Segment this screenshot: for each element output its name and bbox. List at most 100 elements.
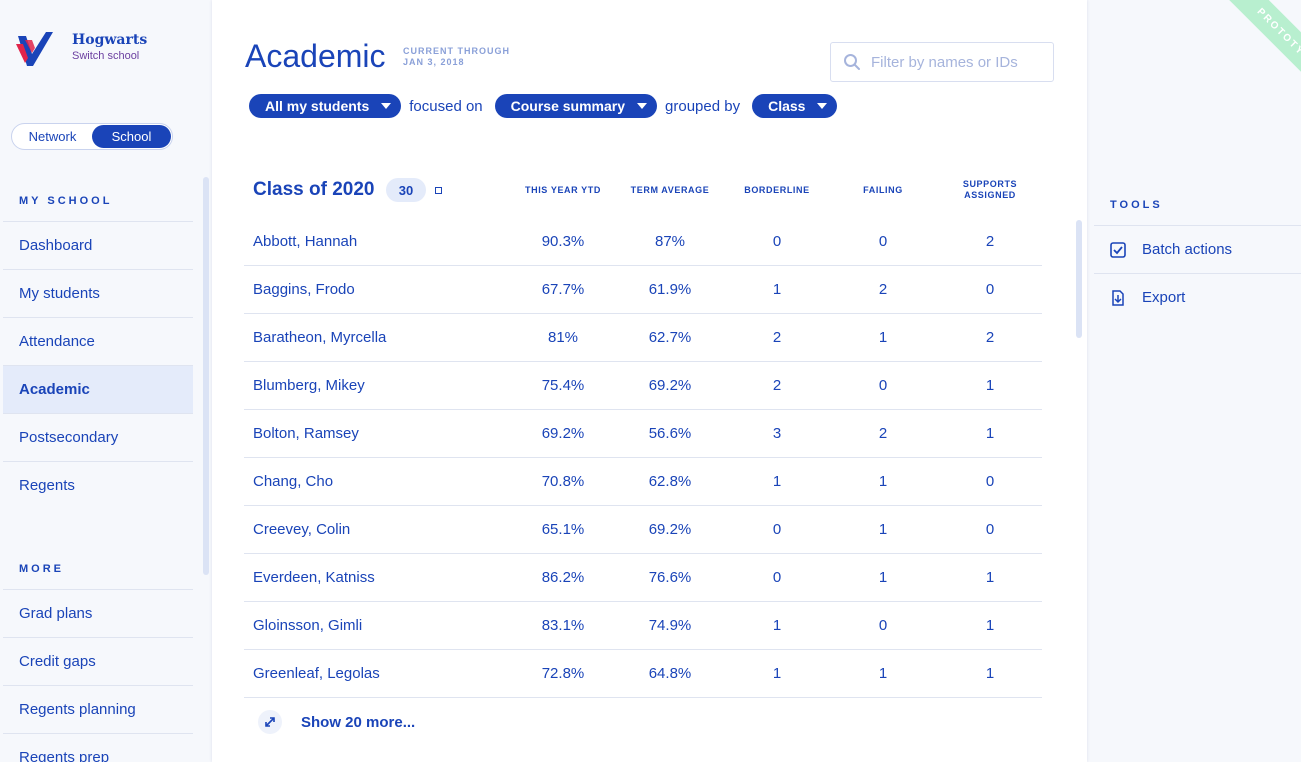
table-row[interactable]: Bolton, Ramsey 69.2% 56.6% 3 2 1 xyxy=(244,410,1042,458)
sidebar-item-attendance[interactable]: Attendance xyxy=(3,317,193,365)
table-row[interactable]: Baratheon, Myrcella 81% 62.7% 2 1 2 xyxy=(244,314,1042,362)
show-more-label: Show 20 more... xyxy=(301,713,416,731)
sidebar-item-grad-plans[interactable]: Grad plans xyxy=(3,589,193,637)
focused-on-text: focused on xyxy=(409,97,483,115)
cell-term: 69.2% xyxy=(648,521,692,538)
cell-borderline: 0 xyxy=(772,569,782,586)
cell-ytd: 83.1% xyxy=(541,617,585,634)
student-name-link[interactable]: Creevey, Colin xyxy=(253,521,351,538)
cell-term: 56.6% xyxy=(648,425,692,442)
my-school-section-label: MY SCHOOL xyxy=(19,195,113,207)
students-filter-label: All my students xyxy=(265,98,370,114)
export-icon xyxy=(1112,289,1124,306)
network-school-toggle: Network School xyxy=(11,123,173,150)
student-name-link[interactable]: Baratheon, Myrcella xyxy=(253,329,387,346)
batch-actions-button[interactable]: Batch actions xyxy=(1094,225,1301,273)
student-name-link[interactable]: Everdeen, Katniss xyxy=(253,569,375,586)
batch-actions-label: Batch actions xyxy=(1142,241,1233,258)
student-name-link[interactable]: Gloinsson, Gimli xyxy=(253,617,363,634)
caret-down-icon xyxy=(817,103,828,109)
sidebar-scrollbar[interactable] xyxy=(203,177,209,575)
cell-ytd: 70.8% xyxy=(541,473,585,490)
col-term-average[interactable]: TERM AVERAGE xyxy=(630,185,710,195)
cell-ytd: 69.2% xyxy=(541,425,585,442)
tools-panel: Batch actions Export xyxy=(1094,225,1301,321)
col-borderline[interactable]: BORDERLINE xyxy=(744,185,810,195)
student-name-link[interactable]: Chang, Cho xyxy=(253,473,334,490)
cell-supports: 2 xyxy=(985,329,995,346)
current-through-label: CURRENT THROUGH xyxy=(403,46,510,56)
cell-borderline: 1 xyxy=(772,281,782,298)
cell-ytd: 65.1% xyxy=(541,521,585,538)
cell-borderline: 1 xyxy=(772,473,782,490)
student-name-link[interactable]: Greenleaf, Legolas xyxy=(253,665,380,682)
cell-failing: 1 xyxy=(878,473,888,490)
cell-supports: 1 xyxy=(985,425,995,442)
cell-ytd: 75.4% xyxy=(541,377,585,394)
cell-supports: 0 xyxy=(985,281,995,298)
prototype-ribbon-label: PROTOTYPE xyxy=(1220,0,1301,100)
main-panel: Academic CURRENT THROUGH JAN 3, 2018 All… xyxy=(212,0,1087,762)
cell-borderline: 1 xyxy=(772,617,782,634)
cell-supports: 1 xyxy=(985,569,995,586)
checkbox-icon xyxy=(1110,241,1126,258)
more-nav: Grad plans Credit gaps Regents planning … xyxy=(3,589,193,762)
current-through-date: JAN 3, 2018 xyxy=(403,57,465,67)
col-failing[interactable]: FAILING xyxy=(863,185,903,195)
main-scrollbar[interactable] xyxy=(1076,220,1082,338)
switch-school-link[interactable]: Switch school xyxy=(72,50,140,62)
cell-ytd: 86.2% xyxy=(541,569,585,586)
student-name-link[interactable]: Abbott, Hannah xyxy=(253,233,358,250)
students-filter-dropdown[interactable]: All my students xyxy=(249,94,402,118)
school-logo-icon[interactable] xyxy=(16,30,54,68)
table-row[interactable]: Creevey, Colin 65.1% 69.2% 0 1 0 xyxy=(244,506,1042,554)
table-header: Class of 2020 30 THIS YEAR YTD TERM AVER… xyxy=(244,168,1042,218)
count-badge: 30 xyxy=(386,178,426,202)
student-name-link[interactable]: Blumberg, Mikey xyxy=(253,377,365,394)
cell-ytd: 90.3% xyxy=(541,233,585,250)
show-more-button[interactable]: Show 20 more... xyxy=(258,710,415,734)
cell-term: 64.8% xyxy=(648,665,692,682)
cell-term: 62.8% xyxy=(648,473,692,490)
toggle-school[interactable]: School xyxy=(92,125,171,148)
sidebar-item-regents-prep[interactable]: Regents prep xyxy=(3,733,193,762)
student-name-link[interactable]: Bolton, Ramsey xyxy=(253,425,359,442)
focus-label: Course summary xyxy=(510,98,626,114)
current-through: CURRENT THROUGH JAN 3, 2018 xyxy=(403,46,510,68)
cell-term: 76.6% xyxy=(648,569,692,586)
table-row[interactable]: Chang, Cho 70.8% 62.8% 1 1 0 xyxy=(244,458,1042,506)
cell-failing: 1 xyxy=(878,665,888,682)
table-row[interactable]: Abbott, Hannah 90.3% 87% 0 0 2 xyxy=(244,218,1042,266)
search-input[interactable] xyxy=(871,53,1041,71)
cell-supports: 1 xyxy=(985,665,995,682)
table-row[interactable]: Everdeen, Katniss 86.2% 76.6% 0 1 1 xyxy=(244,554,1042,602)
caret-down-icon xyxy=(637,103,648,109)
cell-borderline: 0 xyxy=(772,521,782,538)
table-row[interactable]: Baggins, Frodo 67.7% 61.9% 1 2 0 xyxy=(244,266,1042,314)
toggle-network[interactable]: Network xyxy=(28,129,77,144)
cell-borderline: 3 xyxy=(772,425,782,442)
sidebar-item-my-students[interactable]: My students xyxy=(3,269,193,317)
group-dropdown[interactable]: Class xyxy=(752,94,838,118)
table-row[interactable]: Gloinsson, Gimli 83.1% 74.9% 1 0 1 xyxy=(244,602,1042,650)
cell-borderline: 0 xyxy=(772,233,782,250)
select-all-checkbox[interactable] xyxy=(435,187,442,194)
sidebar-item-regents-planning[interactable]: Regents planning xyxy=(3,685,193,733)
sidebar-item-credit-gaps[interactable]: Credit gaps xyxy=(3,637,193,685)
sidebar-item-postsecondary[interactable]: Postsecondary xyxy=(3,413,193,461)
col-supports-assigned[interactable]: SUPPORTS ASSIGNED xyxy=(962,179,1018,200)
more-section-label: MORE xyxy=(19,563,64,575)
export-button[interactable]: Export xyxy=(1094,273,1301,321)
table-row[interactable]: Blumberg, Mikey 75.4% 69.2% 2 0 1 xyxy=(244,362,1042,410)
student-name-link[interactable]: Baggins, Frodo xyxy=(253,281,355,298)
focus-dropdown[interactable]: Course summary xyxy=(494,94,658,118)
table-body: Abbott, Hannah 90.3% 87% 0 0 2 Baggins, Frodo 6… xyxy=(244,218,1042,698)
sidebar-item-dashboard[interactable]: Dashboard xyxy=(3,221,193,269)
col-this-year-ytd[interactable]: THIS YEAR YTD xyxy=(525,185,601,195)
filter-bar: All my students focused on Course summar… xyxy=(249,94,838,118)
caret-down-icon xyxy=(381,103,392,109)
sidebar-item-academic[interactable]: Academic xyxy=(3,365,193,413)
export-label: Export xyxy=(1142,289,1186,306)
table-row[interactable]: Greenleaf, Legolas 72.8% 64.8% 1 1 1 xyxy=(244,650,1042,698)
sidebar-item-regents[interactable]: Regents xyxy=(3,461,193,509)
